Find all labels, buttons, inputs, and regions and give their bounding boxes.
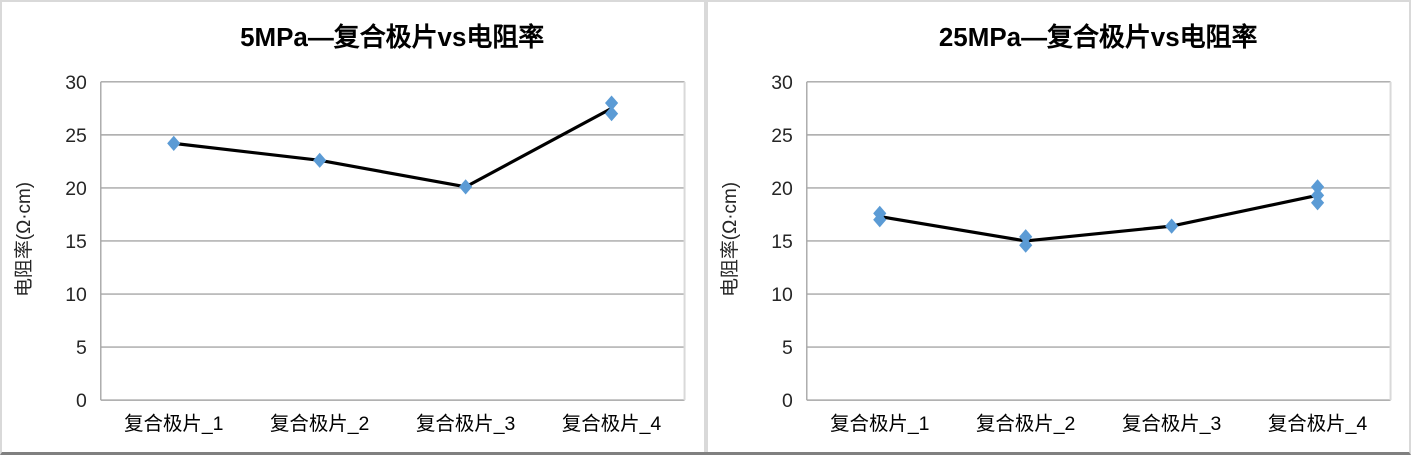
diamond-marker [1164,218,1178,234]
y-tick-label: 25 [65,125,87,147]
y-tick-label: 20 [771,178,793,200]
y-tick-label: 20 [65,178,87,200]
x-category-label: 复合极片_4 [1267,413,1367,435]
panel-divider [703,2,708,452]
x-category-label: 复合极片_1 [124,413,223,435]
x-category-label: 复合极片_1 [830,413,929,435]
chart-5mpa: 0 5 10 15 20 25 30 复合极片_1 复合极片_2 复合极片_3 复合极片_4 5MP… [13,22,686,435]
x-category-label: 复合极片_3 [416,413,515,435]
data-markers [872,179,1324,253]
diamond-marker [604,106,619,122]
y-tick-label: 5 [782,337,793,359]
x-category-label: 复合极片_2 [270,413,369,435]
diamond-marker [313,152,327,168]
plot-generated-1: 0 5 10 15 20 25 30 复合极片_1 复合极片_2 复合极片_3 复合极片_4 [771,72,1392,435]
y-tick-label: 25 [771,125,793,147]
diamond-marker [872,212,886,228]
y-tick-label: 5 [76,337,87,359]
chart-title: 5MPa—复合极片vs电阻率 [240,22,544,52]
data-markers [167,95,619,195]
data-line [172,106,614,189]
chart-panel-5mpa: 0 5 10 15 20 25 30 复合极片_1 复合极片_2 复合极片_3 复合极片_4 5MP… [2,2,704,452]
y-tick-label: 30 [771,72,793,94]
y-tick-label: 10 [771,284,793,306]
x-category-label: 复合极片_4 [562,413,662,435]
diamond-marker [1018,229,1032,245]
y-tick-label: 10 [65,284,87,306]
y-tick-label: 0 [782,390,793,412]
y-tick-label: 0 [76,390,87,412]
data-line [877,193,1319,243]
y-tick-label: 30 [65,72,87,94]
x-category-label: 复合极片_3 [1121,413,1220,435]
diamond-marker [1310,195,1324,211]
y-axis-title: 电阻率(Ω·cm) [718,182,740,297]
y-axis-title: 电阻率(Ω·cm) [13,182,35,297]
plot-generated-0: 0 5 10 15 20 25 30 复合极片_1 复合极片_2 复合极片_3 复合极片_4 [65,72,686,435]
y-tick-label: 15 [65,231,87,253]
chart-panel-25mpa: 0 5 10 15 20 25 30 复合极片_1 复合极片_2 复合极片_3 复合极片_4 25M… [707,2,1409,452]
chart-25mpa: 0 5 10 15 20 25 30 复合极片_1 复合极片_2 复合极片_3 复合极片_4 25M… [718,22,1392,435]
y-tick-label: 15 [771,231,793,253]
chart-title: 25MPa—复合极片vs电阻率 [938,22,1257,52]
diamond-marker [1018,237,1032,253]
diamond-marker [167,135,181,151]
x-category-label: 复合极片_2 [976,413,1075,435]
diamond-marker [1310,179,1324,195]
diamond-marker [459,179,473,195]
